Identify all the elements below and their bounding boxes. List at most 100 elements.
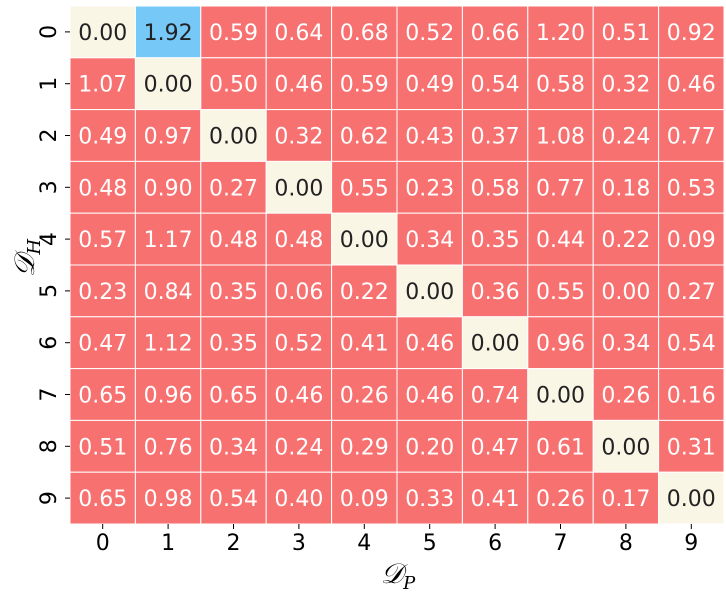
cell-value-label: 0.77: [667, 125, 716, 150]
cell-value-label: 0.53: [667, 176, 716, 201]
heatmap-cell: [396, 160, 463, 214]
heatmap-cell: [461, 316, 529, 370]
y-tick-label: 3: [37, 180, 62, 194]
heatmap-cell: [592, 419, 660, 473]
heatmap-cell: [461, 109, 529, 162]
heatmap-cell: [265, 368, 333, 421]
cell-value-label: 0.96: [536, 332, 585, 357]
cell-value-label: 0.43: [405, 125, 454, 150]
heatmap-cell: [134, 419, 202, 473]
heatmap-cell: [331, 212, 398, 266]
cell-value-label: 0.52: [405, 21, 454, 46]
cell-value-label: 0.24: [601, 125, 650, 150]
heatmap-cell: [396, 5, 463, 59]
heatmap-cell: [69, 264, 136, 318]
heatmap-cell: [331, 471, 398, 525]
heatmap-cell: [134, 5, 202, 59]
x-tick-label: 2: [227, 531, 241, 556]
heatmap-cell: [396, 471, 463, 525]
cell-value-label: 0.32: [601, 73, 650, 98]
heatmap-cell: [592, 212, 660, 266]
cell-value-label: 0.96: [144, 384, 193, 409]
heatmap-cell: [134, 57, 202, 111]
heatmap-cell: [592, 160, 660, 214]
cell-value-label: 0.47: [78, 332, 127, 357]
cell-value-label: 0.32: [274, 125, 323, 150]
x-axis-label: 𝒟P: [381, 557, 416, 594]
y-tick-label: 8: [37, 439, 62, 453]
heatmap-cell: [592, 471, 660, 525]
cell-value-label: 0.90: [144, 176, 193, 201]
heatmap-cell: [658, 160, 725, 214]
cell-value-label: 0.35: [471, 228, 520, 253]
x-tick-label: 4: [357, 531, 371, 556]
heatmap-cell: [396, 368, 463, 421]
cell-value-label: 0.00: [471, 332, 520, 357]
heatmap-cell: [396, 316, 463, 370]
cell-value-label: 0.57: [78, 228, 127, 253]
heatmap-cell: [658, 212, 725, 266]
heatmap-cell: [134, 109, 202, 162]
cell-value-label: 0.22: [601, 228, 650, 253]
heatmap-cells: 0.00 1.92 0.59 0.64 0.68 0.52 0.66 1.20 0.51 0.92…: [69, 5, 725, 525]
cell-value-label: 0.92: [667, 21, 716, 46]
x-tick-label: 0: [96, 531, 110, 556]
cell-value-label: 0.62: [340, 125, 389, 150]
cell-value-label: 0.29: [340, 435, 389, 460]
cell-value-label: 0.58: [536, 73, 585, 98]
y-tick-label: 7: [37, 388, 62, 402]
heatmap-cell: [331, 368, 398, 421]
x-tick-label: 5: [423, 531, 437, 556]
cell-value-label: 0.74: [471, 384, 520, 409]
cell-value-label: 0.48: [78, 176, 127, 201]
y-axis-label: 𝒟H: [8, 239, 45, 277]
heatmap-cell: [331, 419, 398, 473]
cell-value-label: 0.16: [667, 384, 716, 409]
cell-value-label: 0.49: [78, 125, 127, 150]
heatmap-cell: [527, 5, 594, 59]
heatmap-cell: [265, 57, 333, 111]
cell-value-label: 0.00: [536, 384, 585, 409]
cell-value-label: 0.54: [667, 332, 716, 357]
heatmap-cell: [592, 368, 660, 421]
heatmap-cell: [200, 419, 267, 473]
x-tick-label: 8: [619, 531, 633, 556]
cell-value-label: 0.31: [667, 435, 716, 460]
cell-value-label: 0.55: [340, 176, 389, 201]
cell-value-label: 0.61: [536, 435, 585, 460]
cell-value-label: 0.37: [471, 125, 520, 150]
heatmap-cell: [265, 471, 333, 525]
cell-value-label: 0.97: [144, 125, 193, 150]
y-tick-label: 6: [37, 336, 62, 350]
cell-value-label: 0.46: [405, 384, 454, 409]
cell-value-label: 0.46: [405, 332, 454, 357]
cell-value-label: 0.64: [274, 21, 323, 46]
cell-value-label: 0.00: [144, 73, 193, 98]
cell-value-label: 0.51: [78, 435, 127, 460]
heatmap-cell: [658, 109, 725, 162]
heatmap-cell: [527, 57, 594, 111]
cell-value-label: 0.76: [144, 435, 193, 460]
cell-value-label: 0.26: [601, 384, 650, 409]
cell-value-label: 0.33: [405, 487, 454, 512]
x-tick-label: 9: [684, 531, 698, 556]
cell-value-label: 0.84: [144, 280, 193, 305]
cell-value-label: 0.44: [536, 228, 585, 253]
cell-value-label: 1.17: [144, 228, 193, 253]
cell-value-label: 0.55: [536, 280, 585, 305]
heatmap-cell: [69, 5, 136, 59]
y-tick-label: 0: [37, 25, 62, 39]
y-axis-ticks: 0 1 2 3 4 5 6 7 8 9: [37, 25, 70, 505]
heatmap-cell: [527, 368, 594, 421]
cell-value-label: 0.35: [209, 280, 258, 305]
heatmap-cell: [658, 316, 725, 370]
heatmap-cell: [134, 212, 202, 266]
cell-value-label: 0.54: [209, 487, 258, 512]
heatmap-cell: [265, 419, 333, 473]
heatmap-cell: [461, 160, 529, 214]
heatmap-cell: [200, 109, 267, 162]
y-tick-label: 4: [37, 232, 62, 246]
cell-value-label: 1.20: [536, 21, 585, 46]
cell-value-label: 0.49: [405, 73, 454, 98]
heatmap-cell: [461, 471, 529, 525]
